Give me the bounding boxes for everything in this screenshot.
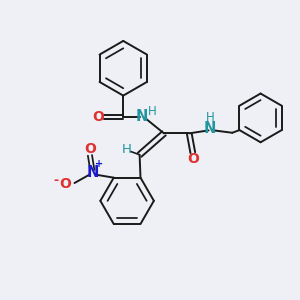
Text: O: O	[187, 152, 199, 166]
Text: +: +	[95, 159, 103, 169]
Text: H: H	[148, 105, 157, 118]
Text: N: N	[204, 122, 216, 136]
Text: H: H	[206, 111, 214, 124]
Text: -: -	[53, 173, 58, 187]
Text: O: O	[93, 110, 104, 124]
Text: N: N	[86, 165, 98, 180]
Text: O: O	[84, 142, 96, 156]
Text: H: H	[122, 143, 132, 156]
Text: N: N	[136, 109, 148, 124]
Text: O: O	[60, 178, 71, 191]
